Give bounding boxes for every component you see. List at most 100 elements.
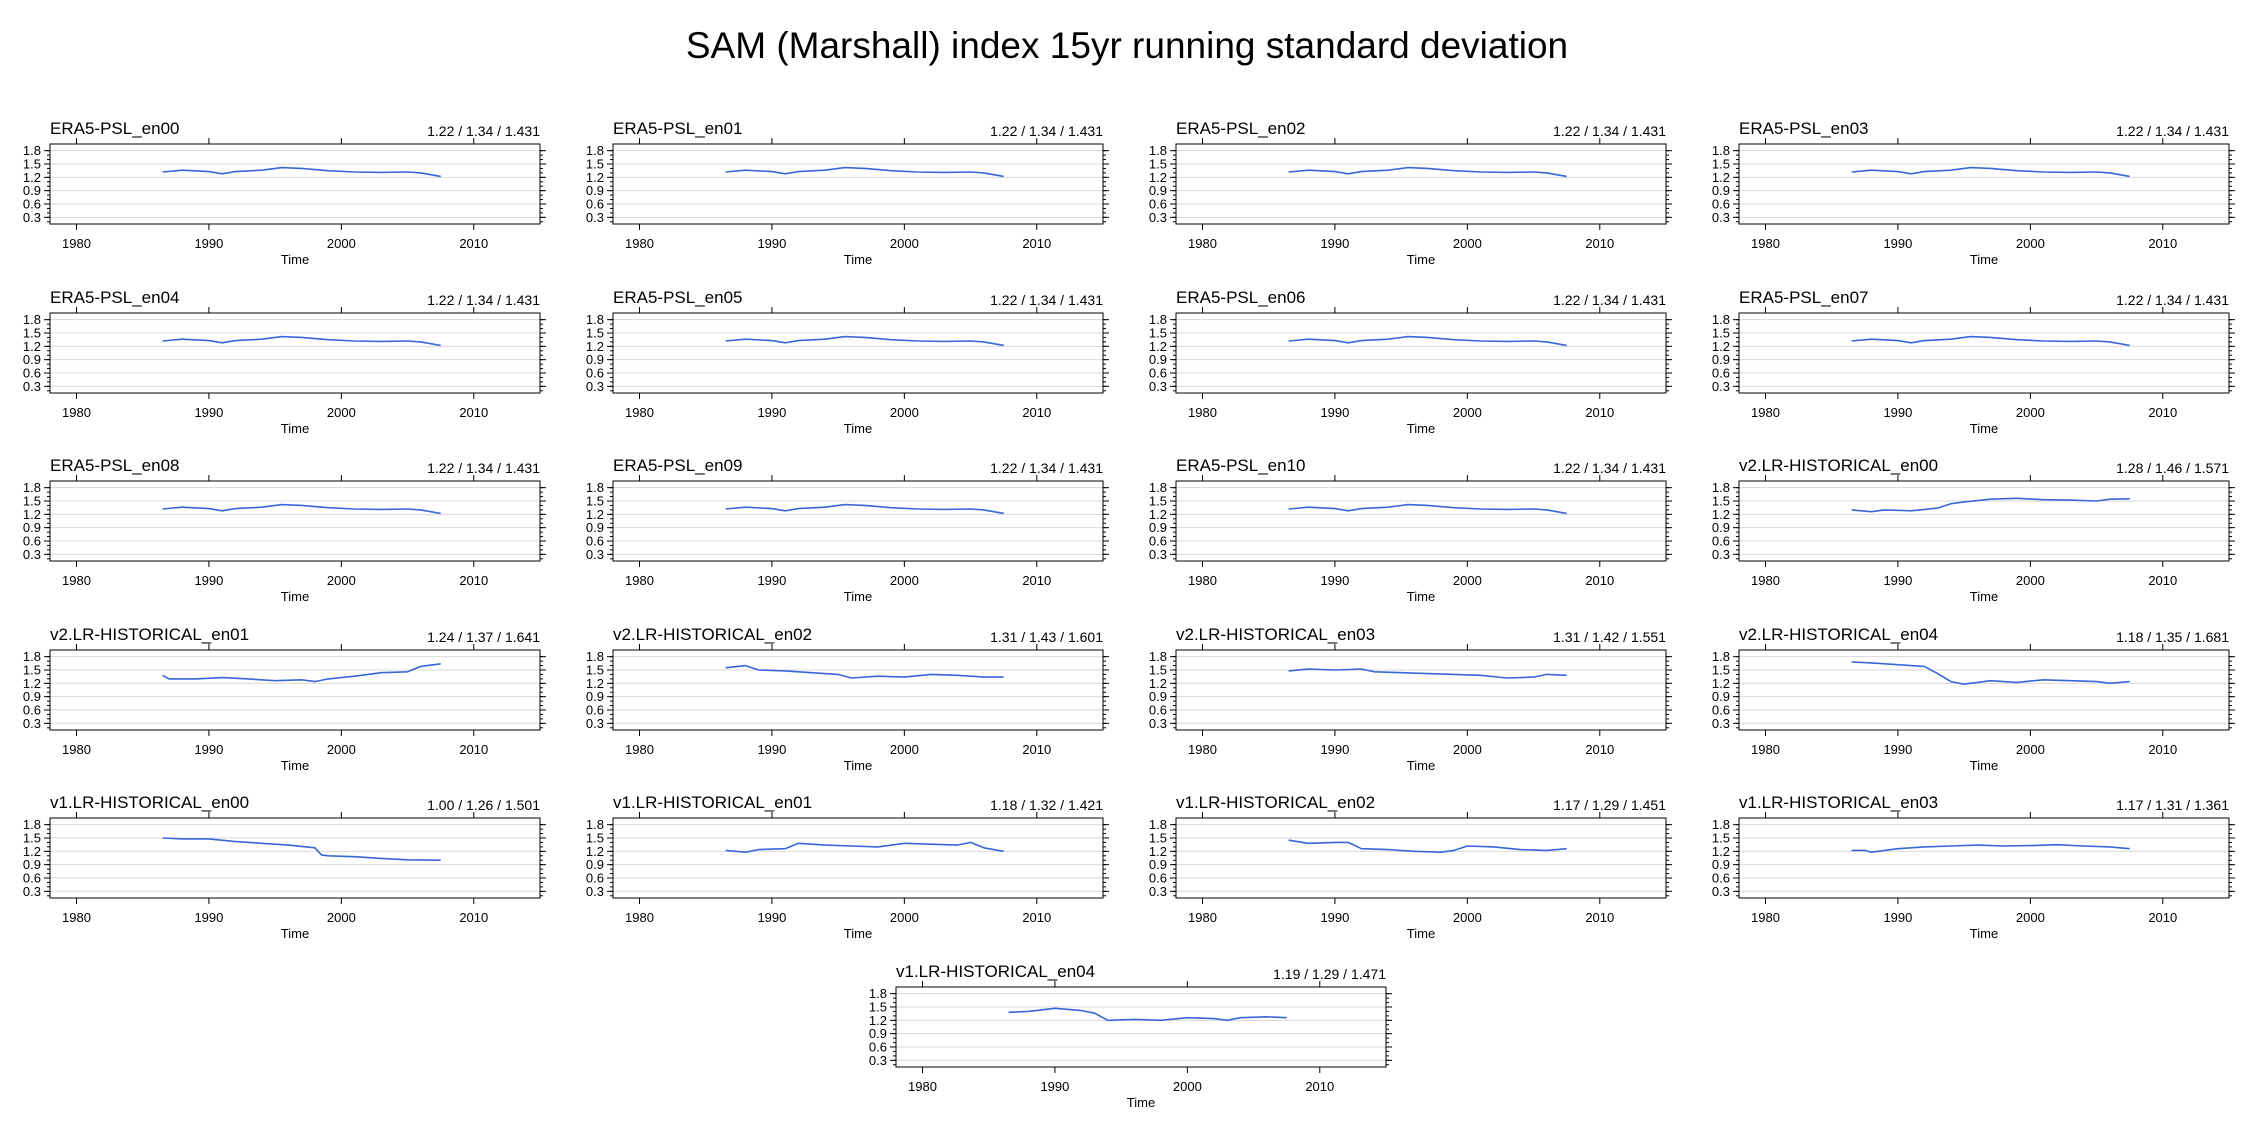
y-tick-label: 1.5 xyxy=(1149,663,1167,678)
panel-stats: 1.22 / 1.34 / 1.431 xyxy=(990,292,1103,308)
series-line xyxy=(162,837,441,861)
y-tick-label: 0.6 xyxy=(23,703,41,718)
series-line xyxy=(1851,335,2130,347)
chart-panel: ERA5-PSL_en04 1.22 / 1.34 / 1.431 0.30.60.… xyxy=(23,288,546,436)
x-tick-label: 2010 xyxy=(459,236,488,251)
y-tick-label: 0.9 xyxy=(23,689,41,704)
x-tick-label: 2000 xyxy=(890,405,919,420)
panel-stats: 1.22 / 1.34 / 1.431 xyxy=(2116,123,2229,139)
y-tick-label: 1.8 xyxy=(869,986,887,1001)
x-tick-label: 2000 xyxy=(327,236,356,251)
x-tick-label: 1990 xyxy=(1320,573,1349,588)
plot-frame xyxy=(612,312,1104,394)
plot-frame xyxy=(612,817,1104,899)
y-tick-label: 0.6 xyxy=(23,534,41,549)
y-tick-label: 1.5 xyxy=(586,831,604,846)
y-tick-label: 0.9 xyxy=(869,1026,887,1041)
y-tick-label: 0.6 xyxy=(586,871,604,886)
y-tick-label: 0.6 xyxy=(586,197,604,212)
y-tick-label: 1.5 xyxy=(1149,157,1167,172)
x-tick-label: 2000 xyxy=(890,573,919,588)
x-tick-label: 1980 xyxy=(1751,573,1780,588)
plot-frame xyxy=(1175,480,1667,562)
x-tick-label: 1990 xyxy=(1320,742,1349,757)
x-axis-label: Time xyxy=(844,758,872,773)
x-tick-label: 1990 xyxy=(757,405,786,420)
y-tick-label: 0.3 xyxy=(23,547,41,562)
y-tick-label: 0.6 xyxy=(1712,703,1730,718)
y-tick-label: 1.2 xyxy=(1149,170,1167,185)
x-tick-label: 1990 xyxy=(194,742,223,757)
x-tick-label: 1980 xyxy=(62,742,91,757)
y-tick-label: 0.6 xyxy=(23,197,41,212)
y-tick-label: 1.8 xyxy=(1712,649,1730,664)
y-tick-label: 0.6 xyxy=(1149,366,1167,381)
x-tick-label: 2000 xyxy=(1173,1079,1202,1094)
panel-title: v1.LR-HISTORICAL_en01 xyxy=(613,793,812,812)
y-tick-label: 1.8 xyxy=(1712,143,1730,158)
x-axis-label: Time xyxy=(1970,926,1998,941)
chart-panel: v2.LR-HISTORICAL_en00 1.28 / 1.46 / 1.571… xyxy=(1712,456,2235,604)
y-tick-label: 1.8 xyxy=(23,143,41,158)
y-tick-label: 0.3 xyxy=(586,884,604,899)
panel-stats: 1.24 / 1.37 / 1.641 xyxy=(427,629,540,645)
series-line xyxy=(725,664,1004,679)
y-tick-label: 1.2 xyxy=(23,339,41,354)
x-tick-label: 1980 xyxy=(1751,910,1780,925)
y-tick-label: 1.8 xyxy=(23,649,41,664)
panel-title: ERA5-PSL_en08 xyxy=(50,456,179,475)
y-tick-label: 1.2 xyxy=(23,676,41,691)
x-tick-label: 2010 xyxy=(1585,573,1614,588)
y-tick-label: 0.6 xyxy=(1712,366,1730,381)
x-tick-label: 2000 xyxy=(890,236,919,251)
y-tick-label: 1.5 xyxy=(586,157,604,172)
panel-stats: 1.22 / 1.34 / 1.431 xyxy=(427,460,540,476)
y-tick-label: 1.5 xyxy=(1712,326,1730,341)
y-tick-label: 1.5 xyxy=(23,831,41,846)
chart-panel: v1.LR-HISTORICAL_en02 1.17 / 1.29 / 1.451… xyxy=(1149,793,1672,941)
panel-grid: ERA5-PSL_en00 1.22 / 1.34 / 1.4310.30.60.… xyxy=(23,119,2235,1110)
x-tick-label: 1980 xyxy=(1188,742,1217,757)
plot-frame xyxy=(1738,649,2230,731)
chart-panel: ERA5-PSL_en06 1.22 / 1.34 / 1.431 0.30.60.… xyxy=(1149,288,1672,436)
x-tick-label: 2000 xyxy=(890,910,919,925)
plot-frame xyxy=(612,480,1104,562)
y-tick-label: 1.2 xyxy=(23,844,41,859)
y-tick-label: 1.2 xyxy=(1712,676,1730,691)
series-line xyxy=(162,335,441,347)
chart-panel: v2.LR-HISTORICAL_en03 1.31 / 1.42 / 1.551… xyxy=(1149,625,1672,773)
x-tick-label: 2010 xyxy=(1585,405,1614,420)
x-axis-label: Time xyxy=(281,252,309,267)
y-tick-label: 1.2 xyxy=(1712,170,1730,185)
series-line xyxy=(725,335,1004,347)
x-tick-label: 2010 xyxy=(2148,742,2177,757)
panel-title: ERA5-PSL_en01 xyxy=(613,119,742,138)
x-axis-label: Time xyxy=(844,926,872,941)
plot-frame xyxy=(1175,312,1667,394)
x-axis-label: Time xyxy=(281,926,309,941)
y-tick-label: 1.5 xyxy=(586,663,604,678)
series-line xyxy=(162,663,441,683)
x-tick-label: 1980 xyxy=(625,236,654,251)
chart-panel: ERA5-PSL_en02 1.22 / 1.34 / 1.431 0.30.60.… xyxy=(1149,119,1672,267)
series-line xyxy=(1288,668,1567,679)
x-tick-label: 2010 xyxy=(1305,1079,1334,1094)
x-tick-label: 1980 xyxy=(62,405,91,420)
x-tick-label: 1990 xyxy=(1883,405,1912,420)
chart-panel: ERA5-PSL_en09 1.22 / 1.34 / 1.431 0.30.60.… xyxy=(586,456,1109,604)
panel-stats: 1.22 / 1.34 / 1.431 xyxy=(427,292,540,308)
series-line xyxy=(162,166,441,178)
plot-frame xyxy=(1175,649,1667,731)
x-tick-label: 2000 xyxy=(327,573,356,588)
x-tick-label: 1990 xyxy=(194,910,223,925)
panel-stats: 1.22 / 1.34 / 1.431 xyxy=(1553,460,1666,476)
panel-title: ERA5-PSL_en02 xyxy=(1176,119,1305,138)
x-tick-label: 1980 xyxy=(62,236,91,251)
plot-frame xyxy=(895,986,1387,1068)
chart-panel: v1.LR-HISTORICAL_en04 1.19 / 1.29 / 1.471… xyxy=(869,962,1392,1110)
y-tick-label: 1.5 xyxy=(586,326,604,341)
x-tick-label: 2000 xyxy=(2016,405,2045,420)
y-tick-label: 0.6 xyxy=(23,871,41,886)
x-axis-label: Time xyxy=(1970,589,1998,604)
panel-title: ERA5-PSL_en10 xyxy=(1176,456,1305,475)
